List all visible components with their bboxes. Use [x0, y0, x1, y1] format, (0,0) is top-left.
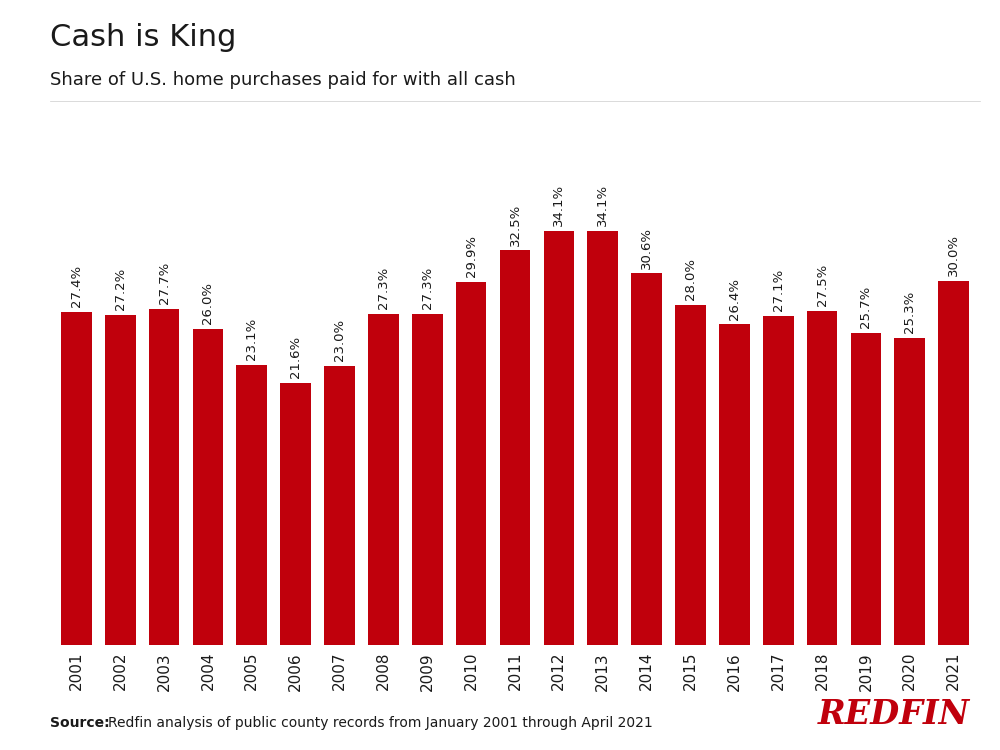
Text: 25.3%: 25.3%	[903, 291, 916, 333]
Bar	[149, 309, 179, 645]
Text: 27.7%: 27.7%	[158, 262, 171, 304]
Text: 21.6%: 21.6%	[289, 336, 302, 378]
Bar	[763, 316, 794, 645]
Bar	[894, 338, 925, 645]
Text: 25.7%: 25.7%	[859, 286, 872, 328]
Text: 27.2%: 27.2%	[114, 268, 127, 310]
Bar	[193, 329, 223, 645]
Text: 26.4%: 26.4%	[728, 278, 741, 320]
Text: 34.1%: 34.1%	[596, 184, 609, 226]
Bar	[675, 305, 706, 645]
Bar	[807, 311, 837, 645]
Bar	[456, 282, 486, 645]
Bar	[61, 312, 92, 645]
Text: Cash is King: Cash is King	[50, 22, 236, 52]
Text: 27.4%: 27.4%	[70, 266, 83, 308]
Text: 27.5%: 27.5%	[816, 264, 829, 306]
Text: 32.5%: 32.5%	[509, 203, 522, 245]
Bar	[719, 325, 750, 645]
Bar	[851, 333, 881, 645]
Text: 29.9%: 29.9%	[465, 235, 478, 277]
Bar	[280, 382, 311, 645]
Bar	[368, 314, 399, 645]
Text: 27.3%: 27.3%	[421, 266, 434, 309]
Text: REDFIN: REDFIN	[818, 698, 970, 731]
Text: 26.0%: 26.0%	[201, 283, 214, 325]
Text: Source:: Source:	[50, 716, 110, 730]
Text: Redfin analysis of public county records from January 2001 through April 2021: Redfin analysis of public county records…	[108, 716, 653, 730]
Text: 23.1%: 23.1%	[245, 317, 258, 360]
Bar	[412, 314, 443, 645]
Bar	[544, 231, 574, 645]
Bar	[500, 251, 530, 645]
Bar	[631, 274, 662, 645]
Text: Share of U.S. home purchases paid for with all cash: Share of U.S. home purchases paid for wi…	[50, 71, 516, 89]
Text: 30.0%: 30.0%	[947, 234, 960, 276]
Bar	[587, 231, 618, 645]
Text: 34.1%: 34.1%	[552, 184, 565, 226]
Bar	[324, 366, 355, 645]
Bar	[938, 280, 969, 645]
Text: 27.3%: 27.3%	[377, 266, 390, 309]
Bar	[236, 364, 267, 645]
Text: 27.1%: 27.1%	[772, 268, 785, 311]
Bar	[105, 315, 136, 645]
Text: 23.0%: 23.0%	[333, 319, 346, 361]
Text: 30.6%: 30.6%	[640, 226, 653, 268]
Text: 28.0%: 28.0%	[684, 258, 697, 300]
